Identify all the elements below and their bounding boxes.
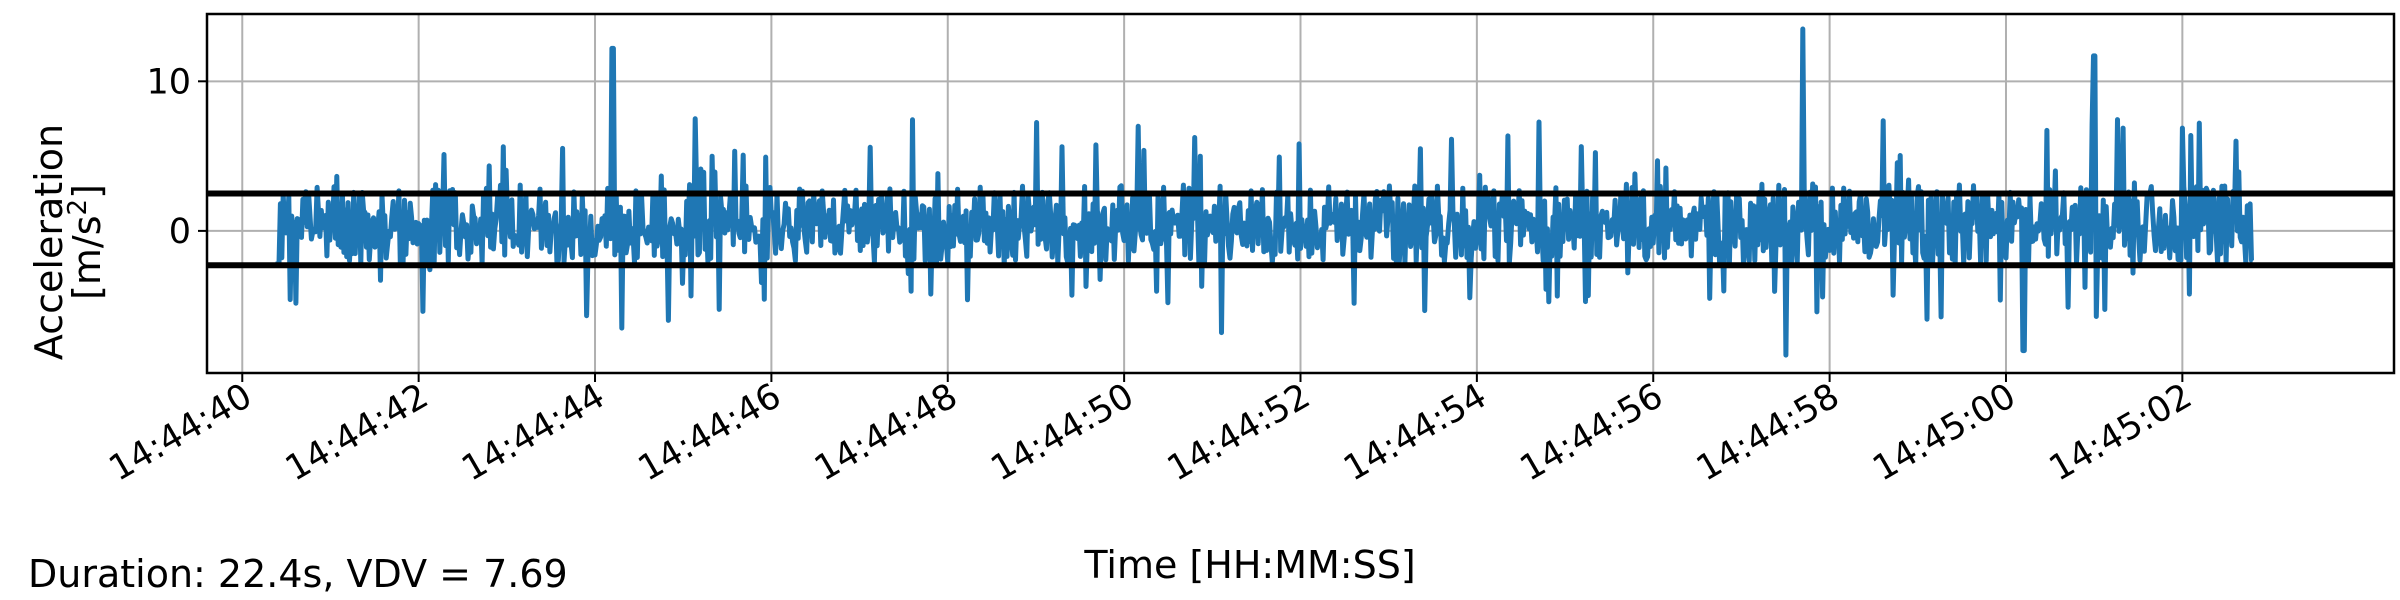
y-tick-label: 0 [169, 212, 191, 252]
x-tick-label: 14:44:40 [103, 376, 259, 489]
x-tick-label: 14:44:46 [632, 376, 788, 489]
x-axis-label: Time [HH:MM:SS] [1083, 543, 1415, 587]
acceleration-series-line [275, 26, 2254, 358]
x-tick-label: 14:44:42 [279, 376, 435, 489]
x-tick-label: 14:44:48 [808, 376, 964, 489]
x-tick-label: 14:44:58 [1690, 376, 1846, 489]
plot-frame [205, 12, 2396, 375]
x-tick-label: 14:44:44 [455, 376, 611, 489]
duration-vdv-summary: Duration: 22.4s, VDV = 7.69 [28, 552, 568, 596]
threshold-lines [207, 190, 2394, 269]
x-tick-label: 14:45:02 [2043, 376, 2199, 489]
y-axis-label-line1: Acceleration [27, 124, 71, 360]
y-axis-label-unit: [m/s2] [63, 184, 109, 300]
x-tick-label: 14:45:00 [1866, 376, 2022, 489]
y-tick-label: 10 [146, 62, 191, 102]
y-axis-ticks: 0 10 [146, 62, 207, 252]
x-tick-label: 14:44:50 [984, 376, 1140, 489]
x-axis-ticks: 14:44:40 14:44:42 14:44:44 14:44:46 14:44:48… [103, 373, 2199, 489]
y-unit-exponent: 2 [63, 199, 93, 216]
y-unit-prefix: [m/s [65, 215, 109, 299]
x-tick-label: 14:44:52 [1161, 376, 1317, 489]
x-tick-label: 14:44:56 [1514, 376, 1670, 489]
y-unit-suffix: ] [65, 184, 109, 199]
x-tick-label: 14:44:54 [1337, 376, 1493, 489]
